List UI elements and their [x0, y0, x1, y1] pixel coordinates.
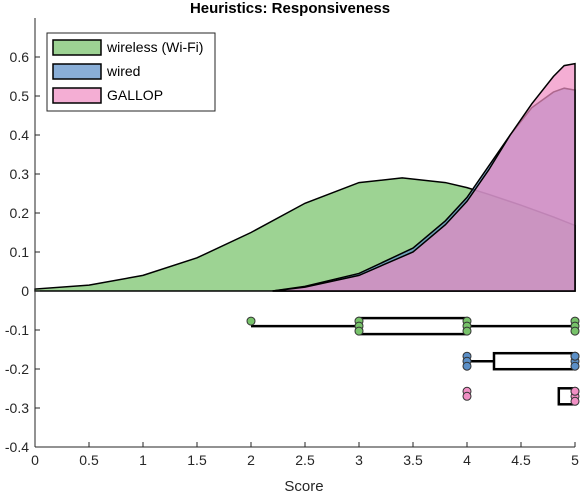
box-0 [357, 316, 469, 336]
y-tick-label-0: -0.4 [5, 439, 29, 455]
x-tick-label-3: 1.5 [187, 452, 207, 468]
data-point-1-6 [570, 351, 580, 361]
y-tick-label-9: 0.5 [10, 88, 30, 104]
x-tick-label-0: 0 [31, 452, 39, 468]
density-areas [34, 62, 576, 292]
y-tick-label-6: 0.2 [10, 205, 30, 221]
y-tick-label-5: 0.1 [10, 244, 30, 260]
data-point-2-1 [462, 391, 472, 401]
box-1 [492, 351, 577, 371]
y-tick-label-10: 0.6 [10, 49, 30, 65]
x-tick-label-6: 3 [355, 452, 363, 468]
legend-label-0: wireless (Wi-Fi) [106, 39, 203, 55]
x-tick-label-7: 3.5 [403, 452, 423, 468]
x-tick-label-9: 4.5 [511, 452, 531, 468]
data-point-1-5 [570, 361, 580, 371]
x-axis-label: Score [284, 478, 323, 495]
legend-label-1: wired [106, 63, 140, 79]
y-tick-label-4: 0 [21, 283, 29, 299]
legend-swatch-2 [52, 87, 102, 104]
y-tick-label-8: 0.4 [10, 127, 30, 143]
x-tick-label-1: 0.5 [79, 452, 99, 468]
chart-title: Heuristics: Responsiveness [190, 0, 390, 17]
density-area-2 [272, 62, 576, 292]
x-tick-label-10: 5 [571, 452, 579, 468]
axes: 0 0.5 1 1.5 2 2.5 3 3.5 4 4.5 5 -0.4 -0.3 -0.2 -0.1 0 0.… [5, 18, 579, 468]
data-point-1-2 [462, 361, 472, 371]
y-tick-label-3: -0.1 [5, 322, 29, 338]
data-point-2-5 [570, 386, 580, 396]
legend-swatch-0 [52, 39, 102, 56]
x-tick-label-8: 4 [463, 452, 471, 468]
x-tick-label-2: 1 [139, 452, 147, 468]
y-tick-label-7: 0.3 [10, 166, 30, 182]
legend-label-2: GALLOP [107, 87, 163, 103]
x-tick-label-4: 2 [247, 452, 255, 468]
x-tick-label-5: 2.5 [295, 452, 315, 468]
data-point-0-0 [246, 316, 256, 326]
y-tick-label-2: -0.2 [5, 361, 29, 377]
legend: wireless (Wi-Fi) wired GALLOP [46, 32, 216, 112]
data-point-0-3 [354, 326, 364, 336]
data-point-0-9 [570, 326, 580, 336]
legend-swatch-1 [52, 63, 102, 80]
y-tick-label-1: -0.3 [5, 400, 29, 416]
data-point-2-4 [570, 396, 580, 406]
box-plots [246, 316, 580, 406]
data-point-0-6 [462, 326, 472, 336]
